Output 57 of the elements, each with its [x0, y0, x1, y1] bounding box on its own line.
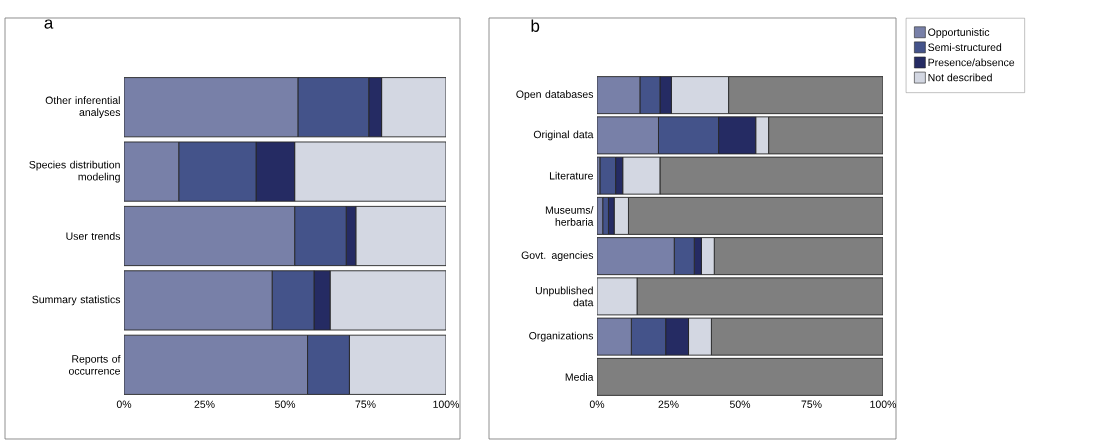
y-tick-label: Other inferential analyses — [45, 96, 121, 119]
x-tick-label: 25% — [194, 400, 215, 408]
x-tick-label: 75% — [801, 400, 822, 408]
x-tick-label: 25% — [658, 400, 679, 408]
bar — [768, 116, 884, 155]
y-tick-label: Summary statistics — [32, 295, 121, 306]
legend-label: Presence/absence — [928, 58, 1015, 67]
x-tick-label: 75% — [355, 400, 376, 408]
bar — [636, 277, 884, 316]
bar — [597, 76, 641, 115]
y-tick-label: Open databases — [516, 90, 594, 101]
y-tick-label: Govt. agencies — [521, 251, 594, 262]
x-tick-label: 100% — [433, 400, 460, 408]
y-tick-label: Species distribution modeling — [29, 160, 120, 183]
bar — [348, 334, 446, 395]
y-tick-label: Organizations — [529, 331, 594, 342]
bar — [700, 237, 715, 276]
y-tick-label: Reports of occurrence — [68, 354, 121, 375]
bar — [124, 205, 296, 267]
bar — [607, 196, 615, 235]
legend-label: Semi-structured — [928, 43, 1002, 52]
bar — [124, 270, 273, 331]
y-tick-label: Media — [565, 373, 594, 381]
bar — [124, 334, 308, 395]
y-tick-label: Original data — [533, 130, 594, 141]
bar — [728, 76, 884, 115]
y-tick-label: Unpublished data — [535, 286, 594, 307]
bar — [659, 156, 884, 195]
bar — [597, 317, 632, 356]
x-tick-label: 100% — [870, 400, 897, 408]
bar — [597, 237, 675, 276]
x-tick-label: 0% — [589, 400, 605, 408]
legend-label: Opportunistic — [928, 28, 990, 38]
bar — [124, 141, 180, 202]
bar — [597, 357, 884, 396]
bar — [688, 317, 712, 356]
bar — [713, 237, 884, 276]
y-tick-label: Museums/ herbaria — [545, 206, 594, 226]
y-tick-label: Literature — [549, 171, 593, 180]
bar — [628, 196, 884, 235]
bar — [355, 205, 446, 267]
bar — [597, 116, 659, 155]
bar — [381, 77, 446, 138]
bar — [710, 317, 884, 356]
chart-title: b — [531, 19, 540, 32]
bar — [329, 270, 446, 331]
bar — [670, 76, 730, 115]
y-tick-label: User trends — [66, 232, 121, 240]
bar — [294, 141, 446, 202]
bar — [124, 77, 299, 138]
bar — [622, 156, 661, 195]
chart-title: a — [44, 19, 54, 29]
x-tick-label: 50% — [729, 400, 751, 408]
x-tick-label: 0% — [116, 400, 132, 408]
x-tick-label: 50% — [274, 400, 296, 408]
bar — [597, 277, 638, 316]
legend-label: Not described — [928, 73, 992, 82]
